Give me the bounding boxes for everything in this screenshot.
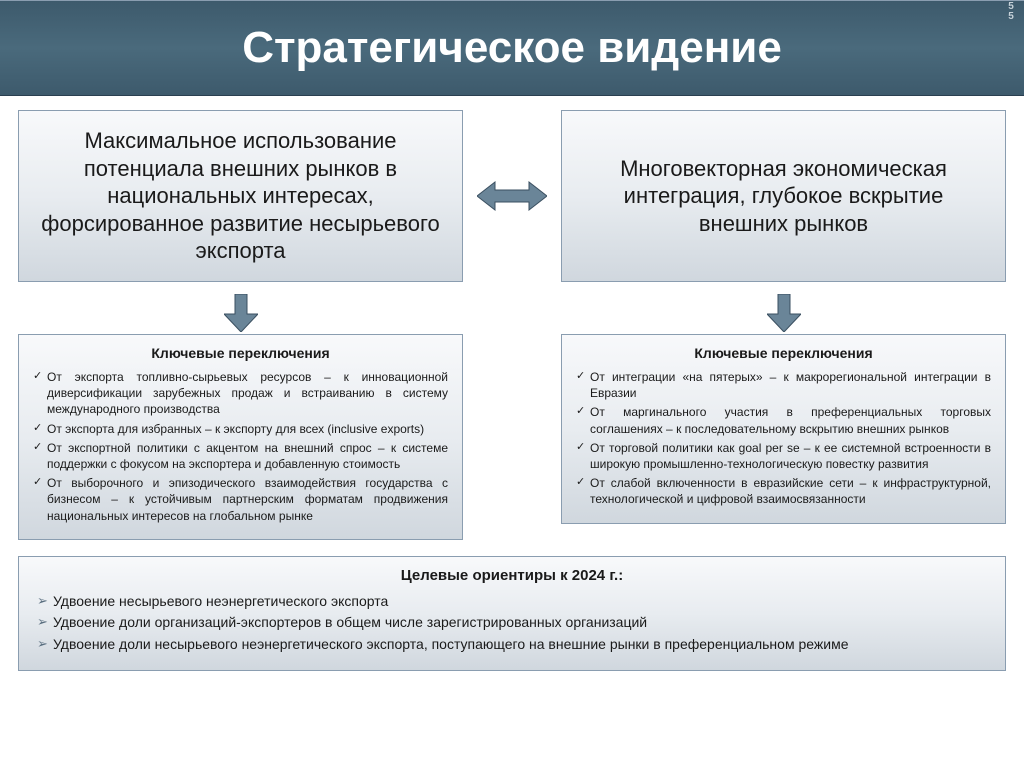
list-item: От маргинального участия в преференциаль… <box>576 404 991 436</box>
targets-title: Целевые ориентиры к 2024 г.: <box>37 567 987 584</box>
list-item: От торговой политики как goal per se – к… <box>576 440 991 472</box>
down-arrow-left <box>18 292 463 334</box>
left-key-title: Ключевые переключения <box>33 345 448 361</box>
list-item: От интеграции «на пятерых» – к макрореги… <box>576 369 991 401</box>
list-item: От экспортной политики с акцентом на вне… <box>33 440 448 472</box>
list-item: Удвоение доли организаций-экспортеров в … <box>37 613 987 633</box>
list-item: От экспорта топливно-сырьевых ресурсов –… <box>33 369 448 418</box>
page-number: 5 5 <box>1006 2 1016 22</box>
list-item: Удвоение несырьевого неэнергетического э… <box>37 592 987 612</box>
targets-list: Удвоение несырьевого неэнергетического э… <box>37 592 987 655</box>
list-item: От выборочного и эпизодического взаимоде… <box>33 475 448 524</box>
key-columns: Ключевые переключения От экспорта топлив… <box>18 292 1006 540</box>
right-main-text: Многовекторная экономическая интеграция,… <box>578 155 989 238</box>
down-arrow-right <box>561 292 1006 334</box>
list-item: От экспорта для избранных – к экспорту д… <box>33 421 448 437</box>
left-main-box: Максимальное использование потенциала вн… <box>18 110 463 282</box>
right-main-box: Многовекторная экономическая интеграция,… <box>561 110 1006 282</box>
list-item: От слабой включенности в евразийские сет… <box>576 475 991 507</box>
top-row: Максимальное использование потенциала вн… <box>18 110 1006 282</box>
right-key-box: Ключевые переключения От интеграции «на … <box>561 334 1006 524</box>
bidirectional-arrow <box>476 176 548 216</box>
targets-box: Целевые ориентиры к 2024 г.: Удвоение не… <box>18 556 1006 672</box>
slide-content: Максимальное использование потенциала вн… <box>0 96 1024 681</box>
right-key-list: От интеграции «на пятерых» – к макрореги… <box>576 369 991 508</box>
left-column: Ключевые переключения От экспорта топлив… <box>18 292 463 540</box>
right-column: Ключевые переключения От интеграции «на … <box>561 292 1006 540</box>
left-key-list: От экспорта топливно-сырьевых ресурсов –… <box>33 369 448 524</box>
left-main-text: Максимальное использование потенциала вн… <box>35 127 446 265</box>
slide-header: Стратегическое видение <box>0 0 1024 96</box>
left-key-box: Ключевые переключения От экспорта топлив… <box>18 334 463 540</box>
list-item: Удвоение доли несырьевого неэнергетическ… <box>37 635 987 655</box>
slide-title: Стратегическое видение <box>242 23 782 73</box>
right-key-title: Ключевые переключения <box>576 345 991 361</box>
